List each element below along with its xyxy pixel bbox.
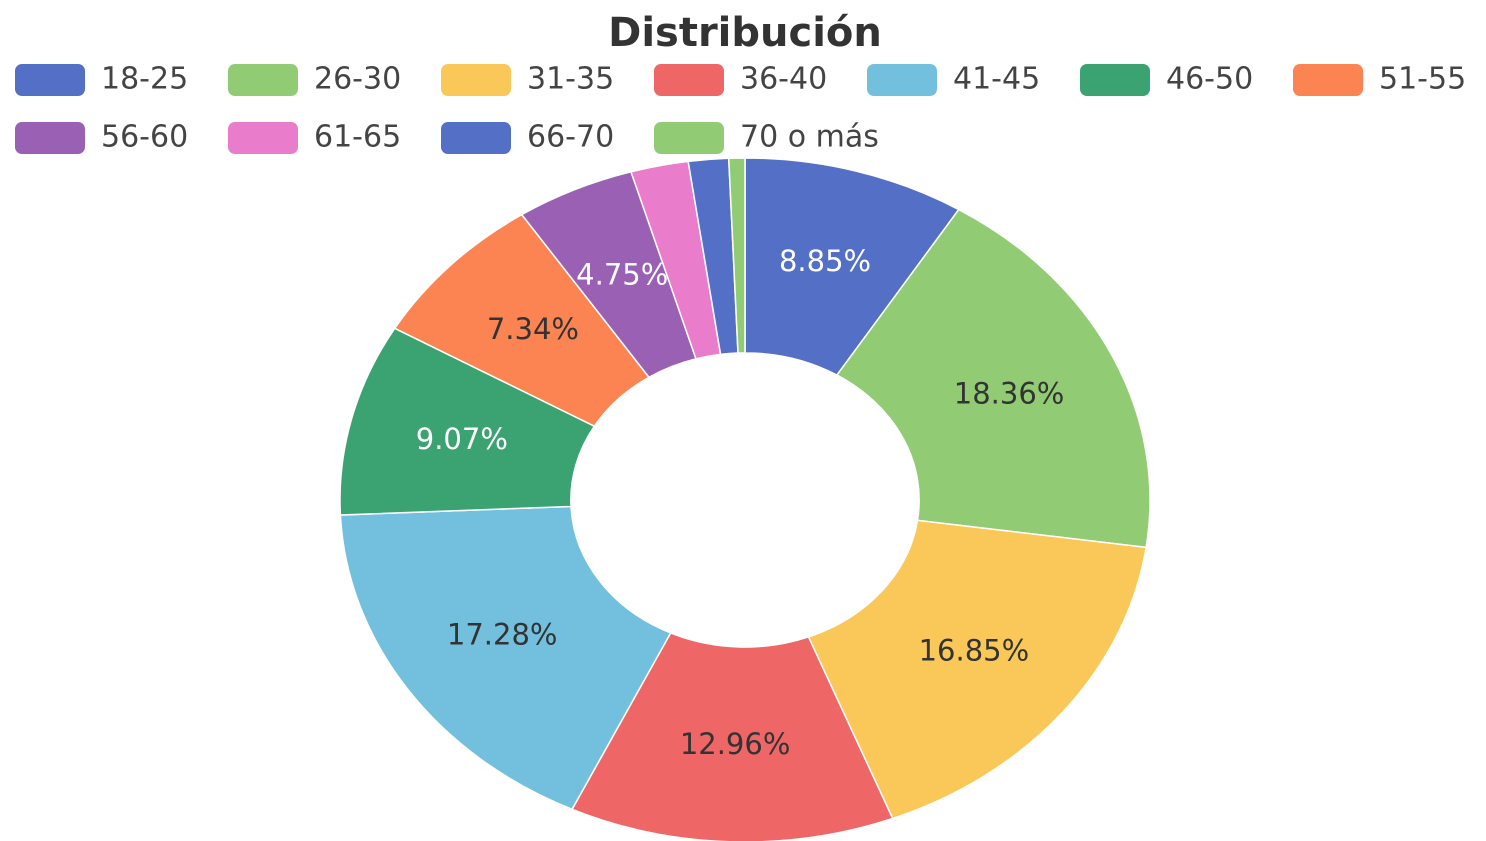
donut-slice	[835, 208, 1151, 549]
slice-label: 9.07%	[416, 422, 508, 456]
legend-swatch	[441, 122, 511, 154]
legend-label: 51-55	[1379, 62, 1466, 97]
legend-swatch	[867, 64, 937, 96]
legend-label: 36-40	[740, 62, 827, 97]
legend-swatch	[15, 122, 85, 154]
legend-swatch	[228, 64, 298, 96]
slice-label: 8.85%	[779, 244, 871, 278]
legend-label: 66-70	[527, 120, 614, 155]
slice-label: 16.85%	[919, 634, 1030, 668]
legend-label: 61-65	[314, 120, 401, 155]
legend-label: 70 o más	[740, 120, 879, 155]
legend-label: 18-25	[101, 62, 188, 97]
donut-slice	[727, 157, 746, 354]
slice-label: 7.34%	[487, 312, 579, 346]
slice-label: 4.75%	[576, 258, 668, 292]
legend-label: 31-35	[527, 62, 614, 97]
legend-label: 56-60	[101, 120, 188, 155]
legend-label: 41-45	[953, 62, 1040, 97]
legend-swatch	[1293, 64, 1363, 96]
legend-swatch	[654, 64, 724, 96]
legend-label: 26-30	[314, 62, 401, 97]
legend-swatch	[15, 64, 85, 96]
legend-label: 46-50	[1166, 62, 1253, 97]
donut-slice	[744, 157, 960, 377]
legend-swatch	[1080, 64, 1150, 96]
legend-swatch	[441, 64, 511, 96]
slice-label: 18.36%	[954, 377, 1065, 411]
legend-swatch	[654, 122, 724, 154]
donut-slice	[339, 505, 672, 811]
legend-swatch	[228, 122, 298, 154]
donut-slice	[807, 519, 1147, 820]
slice-label: 17.28%	[447, 617, 558, 651]
chart-title: Distribución	[608, 10, 882, 56]
donut-slice	[571, 632, 894, 841]
slice-label: 12.96%	[680, 727, 791, 761]
